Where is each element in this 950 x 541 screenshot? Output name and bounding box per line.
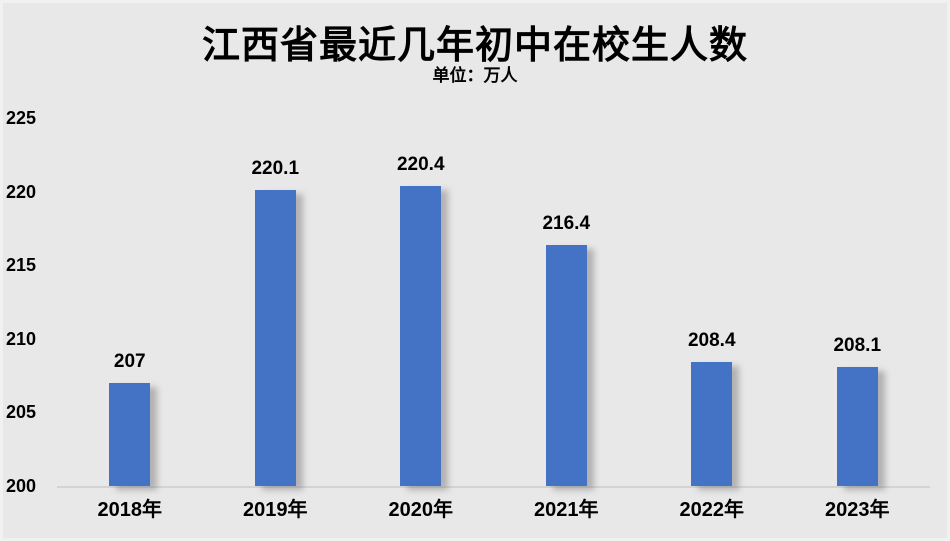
chart-subtitle: 单位：万人	[432, 66, 518, 85]
bar-2018年	[109, 382, 151, 486]
x-axis-category-label: 2019年	[243, 499, 308, 521]
bar-value-label: 208.1	[833, 334, 882, 356]
bar-value-label: 220.1	[251, 158, 300, 180]
y-axis-tick-label: 225	[6, 108, 37, 128]
y-axis-tick-label: 200	[6, 476, 37, 496]
x-axis-category-label: 2020年	[388, 499, 454, 521]
bar-2019年	[254, 190, 296, 486]
bar-2023年	[836, 366, 878, 486]
y-axis-tick-label: 220	[6, 181, 37, 202]
x-axis-line	[57, 486, 930, 488]
bar-value-label: 220.4	[396, 153, 445, 175]
x-axis-category-label: 2018年	[97, 499, 163, 521]
bar-2022年	[691, 362, 733, 486]
x-axis-category-label: 2021年	[534, 499, 599, 521]
y-axis-tick-label: 215	[6, 255, 37, 276]
bar-2020年	[400, 185, 442, 486]
x-axis-category-label: 2022年	[679, 499, 745, 521]
y-axis-tick-label: 205	[6, 402, 37, 423]
bar-value-label: 207	[113, 350, 146, 372]
bar-value-label: 216.4	[542, 212, 591, 234]
bar-2021年	[545, 244, 587, 486]
y-axis-tick-label: 210	[6, 328, 37, 349]
x-axis-category-label: 2023年	[825, 499, 890, 521]
chart-title: 江西省最近几年初中在校生人数	[201, 25, 748, 67]
bar-value-label: 208.4	[687, 330, 736, 352]
